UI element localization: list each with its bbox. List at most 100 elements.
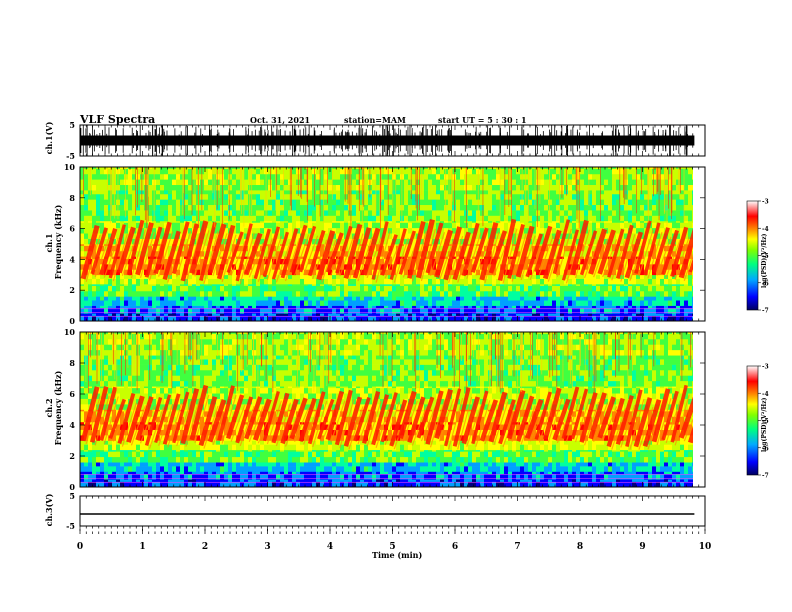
spectrogram-cell — [520, 300, 525, 306]
spectrogram-cell — [308, 184, 313, 191]
spectrogram-cell — [100, 220, 105, 223]
spectrogram-cell — [604, 244, 609, 246]
spectrogram-cell — [488, 296, 493, 301]
spectrogram-cell — [172, 233, 177, 239]
spectrogram-cell — [368, 215, 373, 222]
spectrogram-cell — [596, 313, 601, 316]
spectrogram-cell — [364, 285, 369, 292]
spectrogram-cell — [460, 244, 465, 246]
spectrogram-cell — [576, 296, 581, 301]
spectrogram-cell — [600, 210, 605, 216]
spectrogram-cell — [488, 167, 493, 169]
spectrogram-cell — [588, 300, 593, 306]
spectrogram-cell — [488, 256, 493, 259]
spectrogram-cell — [468, 233, 473, 239]
spectrogram-cell — [464, 313, 469, 316]
spectrogram-cell — [600, 220, 605, 223]
spectrogram-cell — [260, 173, 265, 180]
spectrogram-cell — [384, 269, 389, 276]
spectrogram-cell — [516, 190, 521, 195]
spectrogram-cell — [416, 264, 421, 270]
spectrogram-cell — [552, 296, 557, 301]
spectrogram-cell — [356, 199, 361, 206]
spectrogram-cell — [92, 305, 97, 309]
spectrogram-cell — [592, 250, 597, 257]
spectrogram-cell — [280, 184, 285, 191]
spectrogram-cell — [352, 315, 357, 321]
spectrogram-cell — [312, 315, 317, 321]
spectrogram-cell — [368, 220, 373, 223]
spectrogram-cell — [320, 215, 325, 222]
spectrogram-cell — [604, 179, 609, 186]
spectrogram-cell — [432, 227, 437, 234]
spectrogram-cell — [620, 244, 625, 246]
spectrogram-cell — [576, 220, 581, 223]
spectrogram-cell — [328, 184, 333, 191]
spectrogram-cell — [140, 307, 145, 314]
spectrogram-cell — [540, 313, 545, 316]
spectrogram-cell — [112, 269, 117, 276]
spectrogram-cell — [452, 168, 457, 175]
spectrogram-cell — [572, 220, 577, 223]
spectrogram-cell — [252, 199, 257, 206]
spectrogram-cell — [444, 296, 449, 301]
spectrogram-cell — [328, 250, 333, 257]
spectrogram-cell — [524, 204, 529, 211]
spectrogram-cell — [460, 167, 465, 169]
spectrogram-cell — [436, 167, 441, 169]
spectrogram-cell — [100, 274, 105, 279]
spectrogram-cell — [628, 184, 633, 191]
spectrogram-cell — [176, 220, 181, 223]
spectrogram-cell — [412, 184, 417, 191]
spectrogram-cell — [472, 220, 477, 223]
spectrogram-cell — [380, 274, 385, 279]
spectrogram-cell — [528, 179, 533, 186]
spectrogram-cell — [320, 190, 325, 195]
spectrogram-cell — [180, 193, 185, 200]
spectrogram-cell — [320, 222, 325, 229]
spectrogram-cell — [592, 238, 597, 245]
spectrogram-cell — [440, 210, 445, 216]
spectrogram-cell — [484, 238, 489, 245]
spectrogram-cell — [296, 210, 301, 216]
spectrogram-cell — [260, 227, 265, 234]
spectrogram-cell — [480, 300, 485, 306]
spectrogram-cell — [308, 313, 313, 316]
spectrogram-cell — [80, 250, 85, 257]
spectrogram-cell — [508, 190, 513, 195]
spectrogram-cell — [432, 274, 437, 279]
spectrogram-cell — [420, 199, 425, 206]
spectrogram-cell — [264, 284, 269, 286]
spectrogram-cell — [136, 179, 141, 186]
spectrogram-cell — [304, 290, 309, 297]
spectrogram-cell — [584, 284, 589, 286]
spectrogram-cell — [440, 245, 445, 252]
spectrogram-cell — [416, 184, 421, 191]
spectrogram-cell — [260, 313, 265, 316]
spectrogram-cell — [420, 215, 425, 222]
spectrogram-cell — [228, 220, 233, 223]
spectrogram-cell — [544, 190, 549, 195]
spectrogram-cell — [312, 220, 317, 223]
spectrogram-cell — [512, 227, 517, 234]
spectrogram-cell — [364, 184, 369, 191]
spectrogram-cell — [140, 227, 145, 234]
spectrogram-cell — [444, 173, 449, 180]
spectrogram-cell — [504, 313, 509, 316]
spectrogram-cell — [208, 274, 213, 279]
spectrogram-cell — [224, 305, 229, 309]
spectrogram-cell — [236, 313, 241, 316]
spectrogram-cell — [368, 284, 373, 286]
spectrogram-cell — [632, 227, 637, 234]
spectrogram-cell — [188, 215, 193, 222]
spectrogram-cell — [424, 256, 429, 259]
spectrogram-cell — [336, 179, 341, 186]
spectrogram-cell — [440, 220, 445, 223]
spectrogram-cell — [496, 215, 501, 222]
spectrogram-cell — [292, 190, 297, 195]
spectrogram-cell — [172, 222, 177, 229]
spectrogram-cell — [312, 222, 317, 229]
spectrogram-cell — [124, 222, 129, 229]
spectrogram-cell — [472, 245, 477, 252]
spectrogram-cell — [516, 278, 521, 285]
